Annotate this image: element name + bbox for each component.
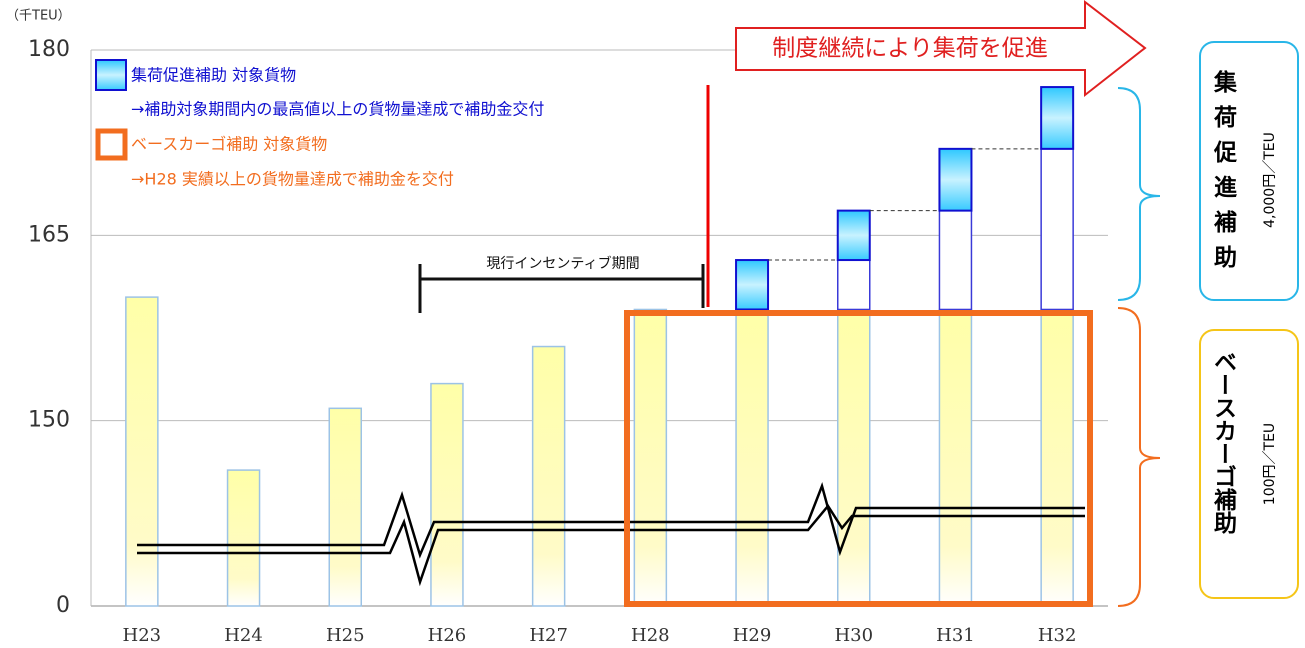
x-tick-label: H28 — [631, 625, 670, 646]
x-tick-label: H32 — [1038, 625, 1077, 646]
legend-label: 集荷促進補助 対象貨物 — [131, 66, 296, 85]
x-tick-label: H31 — [936, 625, 975, 646]
bar — [633, 308, 668, 607]
legend-marker — [95, 128, 128, 161]
bar — [125, 296, 159, 607]
promo-rate: 4,000円／TEU — [1262, 132, 1278, 228]
promo-box-label: 集荷促進補助 — [1210, 69, 1239, 280]
bar — [837, 308, 871, 607]
plot: 0 150 165 180 H23 H24 H25 H26 H27 H28 H29 H30 H31 H32 — [28, 37, 1108, 646]
y-tick-label: 180 — [28, 37, 70, 62]
y-tick-label: 165 — [28, 222, 70, 247]
bar — [735, 259, 770, 311]
base-rate: 100円／TEU — [1262, 423, 1278, 505]
x-tick-label: H29 — [733, 625, 772, 646]
y-tick-label: 0 — [56, 593, 70, 618]
period-bracket — [418, 264, 705, 313]
x-tick-label: H27 — [529, 625, 568, 646]
base-box-label-frame — [1199, 329, 1299, 599]
legend-description: →H28 実績以上の貨物量達成で補助金を交付 — [131, 170, 454, 189]
base-box-label: ベースカーゴ補助 — [1210, 350, 1239, 535]
arrow-label: 制度継続により集荷を促進 — [772, 36, 1048, 62]
base-box — [624, 310, 1093, 607]
x-tick-label: H23 — [123, 625, 162, 646]
bar — [1040, 148, 1074, 311]
brace — [1117, 307, 1161, 607]
x-tick-label: H26 — [428, 625, 467, 646]
bar — [836, 209, 871, 262]
bar — [837, 259, 871, 311]
legend-description: →補助対象期間内の最高値以上の貨物量達成で補助金交付 — [131, 100, 544, 119]
bar — [328, 407, 362, 607]
axis-break — [137, 482, 1085, 587]
unit-label: （千TEU） — [6, 9, 71, 24]
x-tick-label: H25 — [326, 625, 365, 646]
legend-label: ベースカーゴ補助 対象貨物 — [131, 135, 327, 154]
x-tick-label: H30 — [834, 625, 873, 646]
bar — [938, 308, 973, 607]
bar — [938, 209, 973, 311]
bar — [531, 345, 566, 607]
bar — [938, 147, 973, 212]
brace — [1117, 87, 1161, 301]
legend-marker — [95, 59, 127, 91]
arrow — [735, 0, 1147, 98]
promo-box — [1199, 41, 1299, 301]
bar — [1040, 308, 1074, 607]
bar — [735, 308, 769, 607]
period-label: 現行インセンティブ期間 — [486, 255, 639, 272]
bar — [430, 382, 464, 607]
bar — [1040, 86, 1075, 150]
x-tick-label: H24 — [224, 625, 263, 646]
y-tick-label: 150 — [28, 408, 70, 433]
bar — [226, 469, 261, 607]
